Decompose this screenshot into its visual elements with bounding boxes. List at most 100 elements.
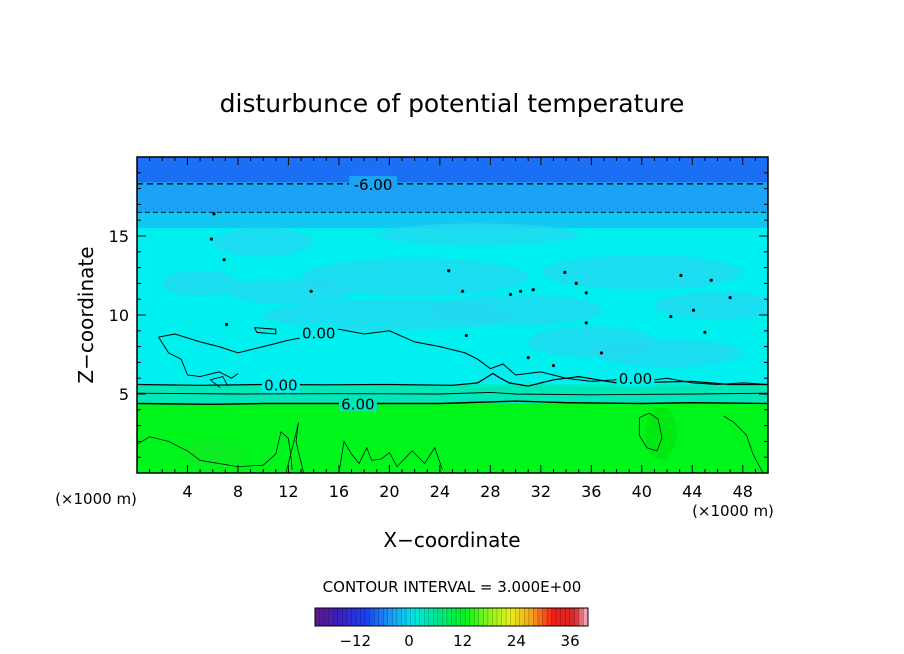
color-layer (137, 212, 768, 229)
colorbar-cell (501, 608, 507, 626)
colorbar-cell (583, 608, 589, 626)
colorbar-cell (524, 608, 530, 626)
colorbar-cell (442, 608, 448, 626)
x-tick-label: 20 (379, 482, 399, 501)
contour-label-bg (299, 324, 338, 341)
colorbar-cell (437, 608, 443, 626)
colorbar-cell (460, 608, 466, 626)
colorbar-cell (515, 608, 521, 626)
shaded-patches (162, 223, 768, 469)
colorbar-cell (551, 608, 557, 626)
colorbar-cell (474, 608, 480, 626)
colorbar-cell (374, 608, 379, 626)
contour-dot (309, 289, 313, 293)
contour-label-bg (338, 395, 377, 412)
x-tick-label: 36 (581, 482, 601, 501)
colorbar-cell (383, 608, 389, 626)
contour-dot (728, 296, 732, 300)
colorbar-cell (433, 608, 439, 626)
contour-dot (526, 356, 530, 360)
contour-dot (669, 314, 673, 319)
colorbar-cell (351, 608, 357, 626)
colorbar-cell (337, 608, 343, 626)
shaded-patch (162, 270, 238, 297)
shaded-patch (654, 291, 768, 320)
colorbar-cell (319, 608, 325, 626)
x-tick-label: 32 (531, 482, 551, 501)
contour-label: 0.00 (264, 377, 297, 395)
colorbar-cell (560, 608, 566, 626)
contour-lower (638, 412, 663, 452)
color-layer (137, 157, 768, 183)
shaded-patch (212, 228, 314, 257)
contour-lower (723, 415, 764, 473)
colorbar-cell (506, 608, 511, 626)
colorbar-cell (315, 608, 320, 626)
x-axis-ticks: 4 8 12 16 20 24 28 32 36 40 44 48 (149, 157, 756, 501)
contour-label-bg (261, 376, 300, 393)
colorbar-cell (392, 608, 398, 626)
x-tick-label: 8 (233, 482, 243, 501)
shaded-patch (301, 258, 529, 297)
contour-dot (574, 281, 578, 285)
contour-cell (253, 327, 277, 335)
colorbar-cell (569, 608, 575, 626)
colorbar-cell (355, 608, 361, 626)
colorbar-cell (424, 608, 430, 626)
colorbar-cell (410, 608, 416, 626)
colorbar-cell (396, 608, 402, 626)
contour-interval: CONTOUR INTERVAL = 3.000E+00 (323, 578, 582, 596)
plot-area (137, 157, 768, 473)
colorbar-cell (328, 608, 334, 626)
colorbar-cell (346, 608, 352, 626)
contour-dot (447, 269, 451, 273)
contour-labels: -6.00 0.00 0.00 0.00 6.00 (261, 175, 655, 413)
x-tick-label: 4 (182, 482, 192, 501)
colorbar-tick-label: 24 (507, 632, 526, 650)
contour-dot (691, 308, 696, 312)
x-unit-left: (×1000 m) (55, 490, 137, 508)
x-tick-label: 28 (480, 482, 500, 501)
colorbar-tick-label: 12 (453, 632, 472, 650)
colorbar-cell (542, 608, 548, 626)
contour-dot (464, 333, 468, 338)
x-axis-label: X−coordinate (383, 528, 520, 552)
shaded-patch (540, 254, 743, 290)
contour-label-bg (349, 175, 397, 192)
contour-dot (222, 258, 226, 262)
contour-dot (563, 270, 567, 274)
contour-lower (285, 422, 304, 473)
contour-dot (709, 278, 713, 282)
colorbar-cell (497, 608, 502, 626)
x-tick-label: 12 (278, 482, 298, 501)
colorbar-cell (415, 608, 420, 626)
shaded-patch (225, 278, 352, 304)
contour-dot (209, 237, 214, 241)
contour-zero-lobe (158, 336, 239, 379)
contour-plus6 (137, 400, 768, 406)
contour-label: 0.00 (302, 324, 335, 342)
colorbar-cell (446, 608, 452, 626)
x-tick-label: 44 (682, 482, 702, 501)
contour-cell (209, 376, 229, 389)
contour-dot (460, 289, 465, 293)
colorbar-cell (419, 608, 425, 626)
contour-dot (531, 288, 535, 292)
contour-dot (508, 292, 513, 297)
x-unit-right: (×1000 m) (692, 502, 774, 520)
y-tick-label: 10 (109, 306, 129, 325)
colorbar-tick-label: −12 (339, 632, 371, 650)
colorbar-cell (333, 608, 339, 626)
colorbar-cell (487, 608, 493, 626)
colorbar-cell (565, 608, 571, 626)
contour-dot (551, 363, 556, 368)
x-tick-label: 24 (430, 482, 450, 501)
colorbar-cell (406, 608, 411, 626)
y-axis-label: Z−coordinate (74, 246, 98, 383)
contour-dot (584, 291, 588, 295)
colorbar-cell (519, 608, 525, 626)
colorbar-cell (365, 608, 370, 626)
contour-plus3 (137, 391, 768, 396)
colorbar-cell (483, 608, 489, 626)
